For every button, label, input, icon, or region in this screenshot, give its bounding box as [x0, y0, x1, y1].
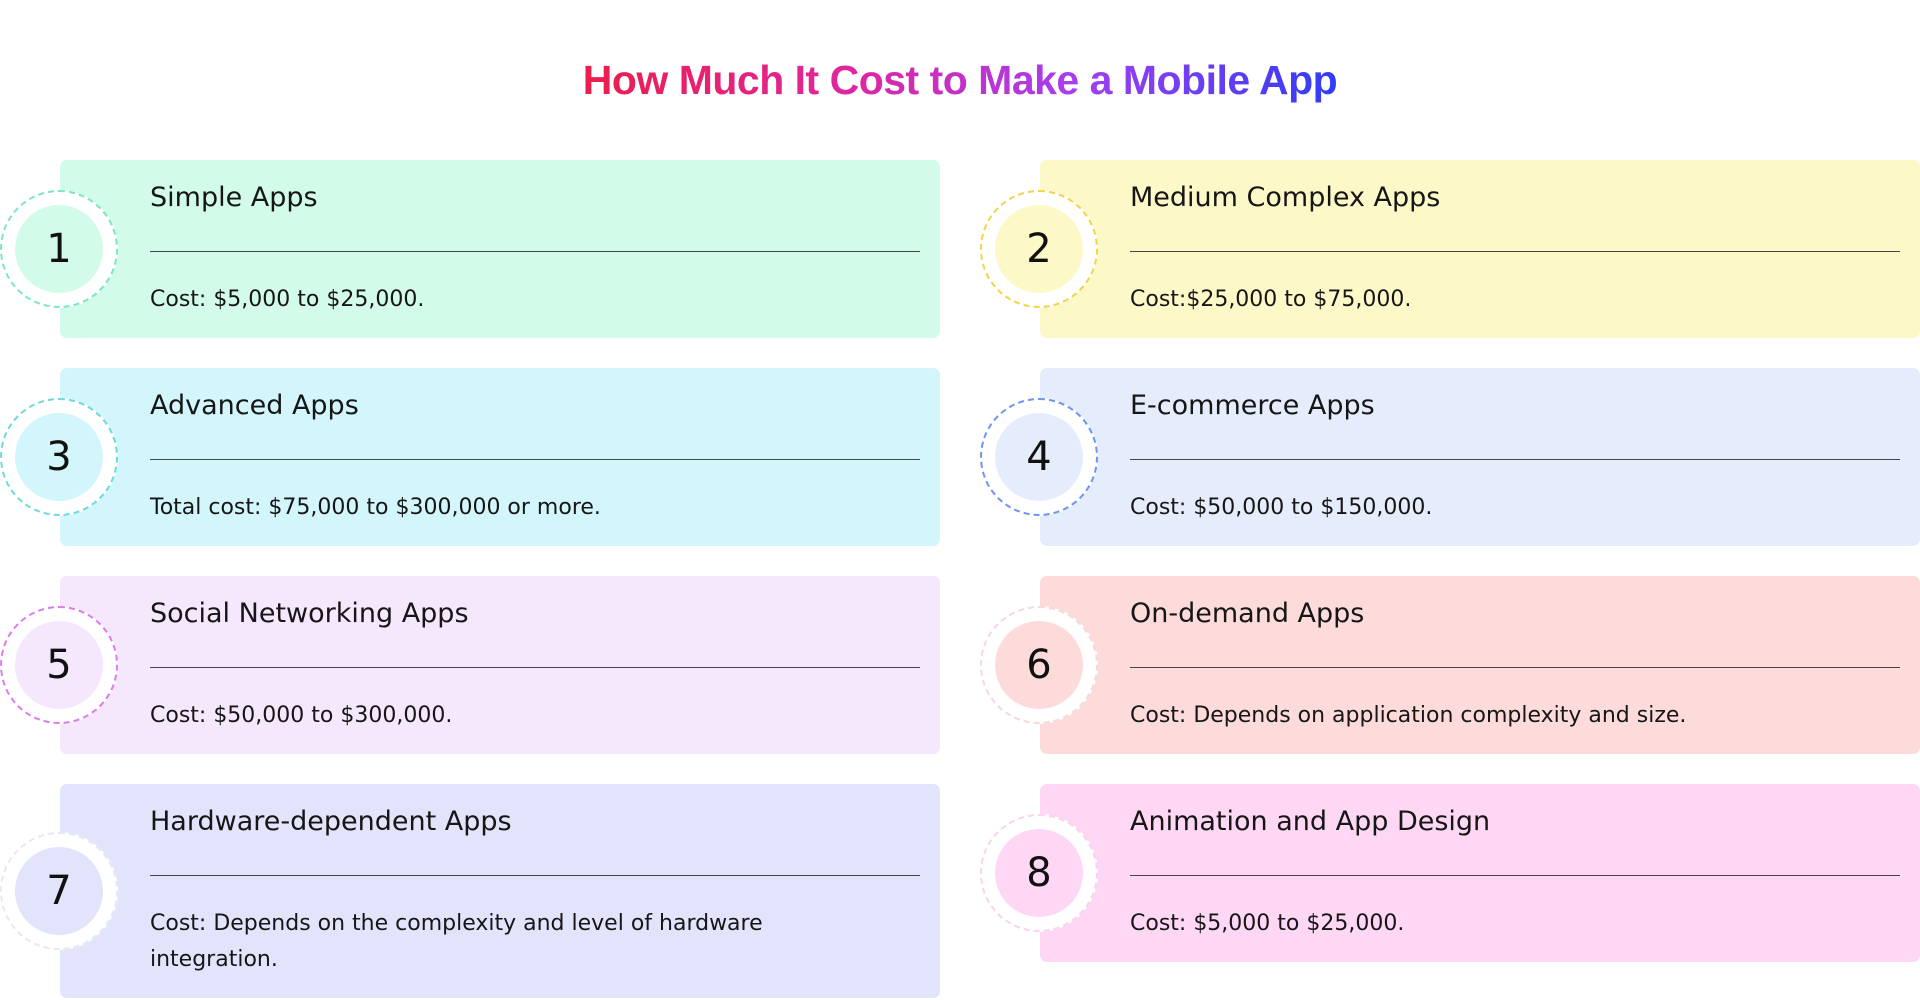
- number-badge: 1: [0, 190, 118, 308]
- number-badge: 3: [0, 398, 118, 516]
- card-animation-and-app-design: Animation and App Design Cost: $5,000 to…: [1040, 784, 1920, 962]
- divider: [1130, 251, 1900, 252]
- divider: [150, 251, 920, 252]
- number-badge: 7: [0, 832, 118, 950]
- card-cost: Cost: $5,000 to $25,000.: [1130, 911, 1405, 936]
- page-title: How Much It Cost to Make a Mobile App: [582, 57, 1338, 103]
- card-title: Social Networking Apps: [150, 598, 469, 629]
- number-badge: 8: [980, 814, 1098, 932]
- divider: [1130, 875, 1900, 876]
- card-advanced-apps: Advanced Apps Total cost: $75,000 to $30…: [60, 368, 940, 546]
- badge-number: 4: [995, 413, 1083, 501]
- card-title: E-commerce Apps: [1130, 390, 1375, 421]
- divider: [150, 875, 920, 876]
- number-badge: 2: [980, 190, 1098, 308]
- badge-number: 2: [995, 205, 1083, 293]
- card-on-demand-apps: On-demand Apps Cost: Depends on applicat…: [1040, 576, 1920, 754]
- number-badge: 6: [980, 606, 1098, 724]
- card-title: Medium Complex Apps: [1130, 182, 1441, 213]
- number-badge: 4: [980, 398, 1098, 516]
- number-badge: 5: [0, 606, 118, 724]
- card-social-networking-apps: Social Networking Apps Cost: $50,000 to …: [60, 576, 940, 754]
- card-ecommerce-apps: E-commerce Apps Cost: $50,000 to $150,00…: [1040, 368, 1920, 546]
- divider: [150, 459, 920, 460]
- divider: [150, 667, 920, 668]
- card-cost: Cost: $50,000 to $300,000.: [150, 703, 453, 728]
- badge-number: 5: [15, 621, 103, 709]
- badge-number: 8: [995, 829, 1083, 917]
- card-title: On-demand Apps: [1130, 598, 1365, 629]
- card-title: Hardware-dependent Apps: [150, 806, 512, 837]
- card-title: Advanced Apps: [150, 390, 359, 421]
- card-cost: Cost: Depends on the complexity and leve…: [150, 911, 763, 972]
- card-medium-complex-apps: Medium Complex Apps Cost:$25,000 to $75,…: [1040, 160, 1920, 338]
- card-title: Animation and App Design: [1130, 806, 1491, 837]
- card-cost: Cost: $50,000 to $150,000.: [1130, 495, 1433, 520]
- card-cost: Cost:$25,000 to $75,000.: [1130, 287, 1412, 312]
- card-cost: Cost: Depends on application complexity …: [1130, 703, 1687, 728]
- card-hardware-dependent-apps: Hardware-dependent Apps Cost: Depends on…: [60, 784, 940, 998]
- card-cost: Total cost: $75,000 to $300,000 or more.: [150, 495, 601, 520]
- card-title: Simple Apps: [150, 182, 318, 213]
- divider: [1130, 667, 1900, 668]
- divider: [1130, 459, 1900, 460]
- card-cost: Cost: $5,000 to $25,000.: [150, 287, 425, 312]
- card-simple-apps: Simple Apps Cost: $5,000 to $25,000.: [60, 160, 940, 338]
- badge-number: 3: [15, 413, 103, 501]
- badge-number: 1: [15, 205, 103, 293]
- badge-number: 7: [15, 847, 103, 935]
- badge-number: 6: [995, 621, 1083, 709]
